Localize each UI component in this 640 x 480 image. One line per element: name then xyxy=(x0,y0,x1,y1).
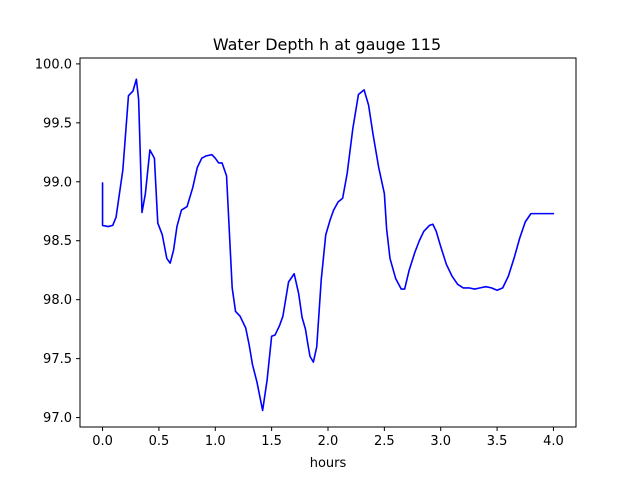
y-tick-label: 99.0 xyxy=(43,175,72,190)
x-tick-label: 4.0 xyxy=(543,434,564,449)
x-tick-label: 2.0 xyxy=(318,434,339,449)
x-axis-label: hours xyxy=(310,456,347,471)
x-tick-label: 3.5 xyxy=(487,434,508,449)
y-tick-label: 98.0 xyxy=(43,293,72,308)
y-tick-label: 99.5 xyxy=(43,116,72,131)
plot-area xyxy=(79,57,577,428)
x-tick-label: 2.5 xyxy=(374,434,395,449)
x-tick-label: 3.0 xyxy=(430,434,451,449)
x-tick-label: 1.5 xyxy=(261,434,282,449)
y-tick-label: 100.0 xyxy=(35,57,72,72)
x-tick-label: 0.5 xyxy=(149,434,170,449)
x-tick-label: 1.0 xyxy=(205,434,226,449)
axes-frame xyxy=(79,57,577,428)
chart-title: Water Depth h at gauge 115 xyxy=(213,35,441,54)
y-tick-label: 97.0 xyxy=(43,411,72,426)
series-line-0 xyxy=(101,78,555,412)
y-tick-label: 98.5 xyxy=(43,234,72,249)
y-axis: 97.0 97.5 98.0 98.5 99.0 99.5 100.0 xyxy=(35,57,80,426)
x-tick-label: 0.0 xyxy=(92,434,113,449)
y-tick-label: 97.5 xyxy=(43,352,72,367)
x-axis: 0.0 0.5 1.0 1.5 2.0 2.5 3.0 3.5 4.0 xyxy=(92,427,564,449)
